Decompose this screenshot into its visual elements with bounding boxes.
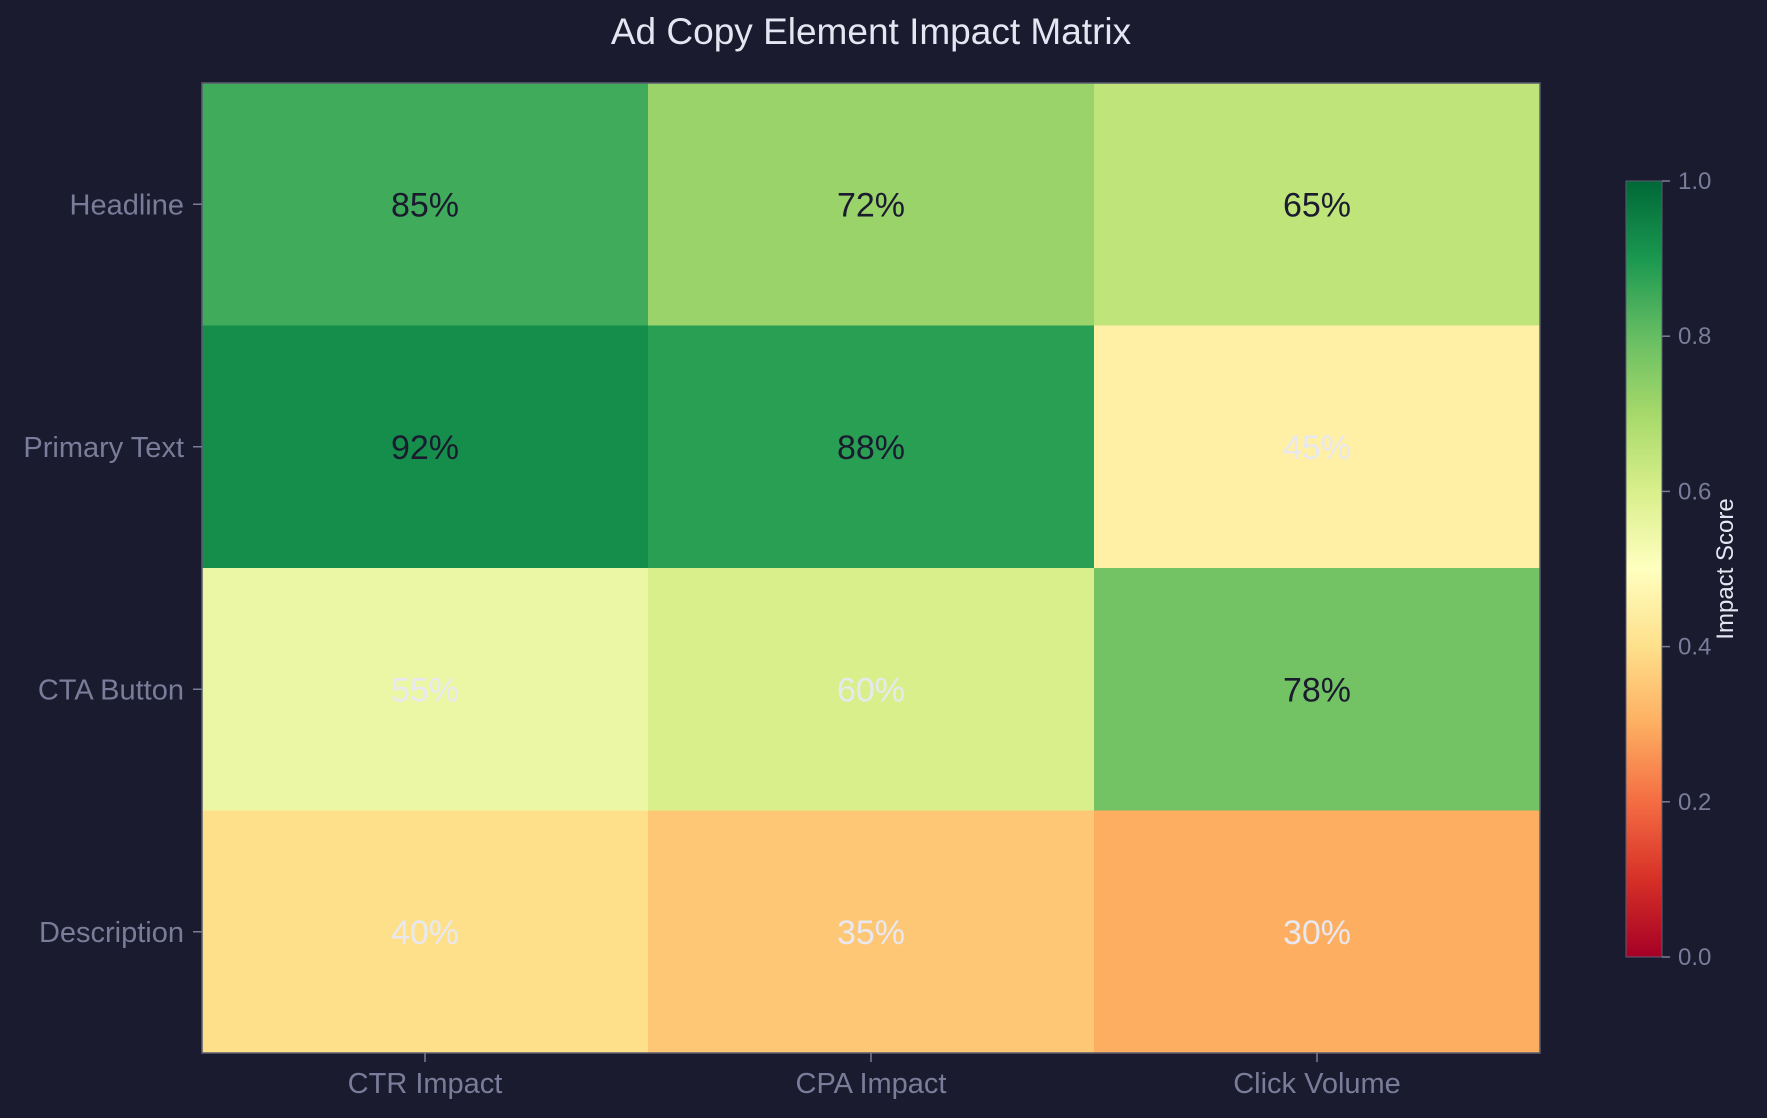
cell-value-label-r3-c2: 30% <box>1283 914 1351 952</box>
heatmap-cell-r3-c1 <box>648 810 1095 1054</box>
colorbar-tick-label-2: 0.4 <box>1678 634 1711 661</box>
heatmap-cell-r2-c0 <box>202 568 649 811</box>
heatmap-cell-r1-c1 <box>648 325 1095 569</box>
heatmap-cells <box>202 83 1541 1054</box>
heatmap-cell-r0-c2 <box>1094 83 1541 326</box>
y-tick-label-1: Primary Text <box>23 432 184 464</box>
colorbar-label: Impact Score <box>1712 498 1739 639</box>
colorbar-gradient <box>1625 180 1663 958</box>
colorbar-tick-label-5: 1.0 <box>1678 168 1711 195</box>
x-tick-label-2: Click Volume <box>1233 1068 1401 1100</box>
heatmap-cell-r3-c2 <box>1094 810 1541 1054</box>
colorbar-tick-label-0: 0.0 <box>1678 944 1711 971</box>
cell-value-label-r1-c2: 45% <box>1283 429 1351 467</box>
heatmap-cell-r0-c1 <box>648 83 1095 326</box>
cell-value-label-r3-c1: 35% <box>837 914 905 952</box>
colorbar-ticks: 0.0 0.2 0.4 0.6 0.8 1.0 <box>1662 168 1711 971</box>
cell-value-label-r2-c2: 78% <box>1283 671 1351 709</box>
y-axis: Headline Primary Text CTA Button Descriptio… <box>23 189 202 949</box>
cell-value-label-r1-c0: 92% <box>391 429 459 467</box>
cell-value-label-r3-c0: 40% <box>391 914 459 952</box>
heatmap-cell-r0-c0 <box>202 83 649 326</box>
cell-value-label-r2-c1: 60% <box>837 671 905 709</box>
y-tick-label-2: CTA Button <box>38 674 184 706</box>
cell-value-label-r1-c1: 88% <box>837 429 905 467</box>
cell-value-label-r2-c0: 55% <box>391 671 459 709</box>
cell-value-label-r0-c2: 65% <box>1283 186 1351 224</box>
heatmap-cell-r1-c0 <box>202 325 649 569</box>
colorbar: 0.0 0.2 0.4 0.6 0.8 1.0 Impact Score <box>1625 168 1739 971</box>
colorbar-tick-label-3: 0.6 <box>1678 478 1711 505</box>
heatmap-cell-r1-c2 <box>1094 325 1541 569</box>
x-axis: CTR Impact CPA Impact Click Volume <box>348 1053 1401 1100</box>
cell-value-label-r0-c1: 72% <box>837 186 905 224</box>
chart-title: Ad Copy Element Impact Matrix <box>611 11 1132 52</box>
x-tick-label-1: CPA Impact <box>796 1068 947 1100</box>
y-tick-label-0: Headline <box>70 189 184 221</box>
heatmap-cell-labels: 85% 72% 65% 92% 88% 45% 55% 60% 78% 40% 35% 30% <box>391 186 1351 952</box>
heatmap-cell-r3-c0 <box>202 810 649 1054</box>
heatmap-cell-r2-c2 <box>1094 568 1541 811</box>
y-tick-label-3: Description <box>39 917 184 949</box>
cell-value-label-r0-c0: 85% <box>391 186 459 224</box>
colorbar-tick-label-4: 0.8 <box>1678 323 1711 350</box>
heatmap-cell-r2-c1 <box>648 568 1095 811</box>
colorbar-tick-label-1: 0.2 <box>1678 789 1711 816</box>
x-tick-label-0: CTR Impact <box>348 1068 503 1100</box>
